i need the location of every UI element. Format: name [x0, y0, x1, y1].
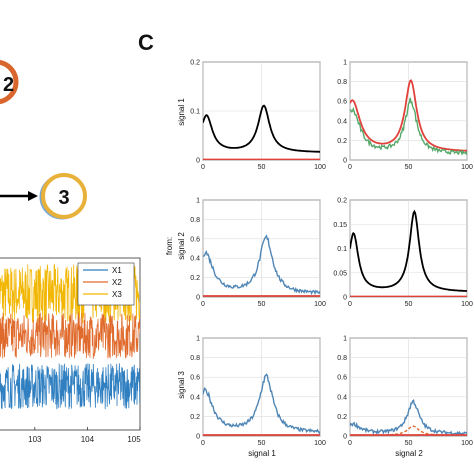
cell-y-tick-label: 0.2	[337, 414, 347, 421]
row-label-signal-1: signal 1	[177, 98, 186, 126]
cell-y-tick-label: 0.4	[190, 394, 200, 401]
cell-y-tick-label: 0	[196, 158, 200, 165]
spectral-cell-r2-c2: 0 50 100 0 0.05 0.1 0.15 0.2	[333, 198, 473, 309]
cell-y-tick-label: 1	[196, 198, 200, 205]
ts-legend-label-x1: X1	[112, 266, 122, 275]
cell-y-tick-label: 0	[343, 434, 347, 441]
cell-x-tick-label: 0	[201, 440, 205, 447]
cell-x-tick-label: 50	[405, 440, 413, 447]
arrow-to-node-3	[0, 191, 38, 201]
node-2-label: 2	[3, 74, 14, 96]
cell-x-tick-label: 100	[461, 301, 473, 308]
cell-y-tick-label: 0	[196, 434, 200, 441]
cell-y-tick-label: 0.05	[333, 270, 347, 277]
cell-x-tick-label: 100	[461, 440, 473, 447]
cell-y-tick-label: 0.2	[337, 198, 347, 205]
arrow-head	[28, 191, 38, 201]
time-series-panel: 103 104 105 X1 X2 X3	[0, 257, 141, 444]
cell-x-tick-label: 100	[314, 440, 326, 447]
cell-y-tick-label: 0.6	[337, 99, 347, 106]
cell-y-tick-label: 0.6	[190, 236, 200, 243]
cell-y-tick-label: 0.2	[337, 138, 347, 145]
cell-series-black	[350, 209, 467, 292]
cell-x-tick-label: 50	[405, 164, 413, 171]
node-3-ring	[41, 173, 87, 219]
ts-legend: X1 X2 X3	[77, 262, 135, 306]
row-label-signal-3: signal 3	[177, 371, 186, 399]
cell-series-black	[203, 104, 320, 153]
cell-y-tick-label: 0	[343, 295, 347, 302]
cell-y-tick-label: 0.1	[337, 246, 347, 253]
row-label-signal-2: signal 2	[177, 232, 186, 260]
cell-series-green	[350, 97, 467, 156]
cell-y-tick-label: 0.8	[337, 79, 347, 86]
spectral-cell-r1-c1: 0 50 100 0 0.1 0.2	[190, 60, 326, 172]
cell-y-tick-label: 0.8	[190, 217, 200, 224]
col-label-signal-1: signal 1	[248, 449, 276, 458]
cell-y-tick-label: 0.4	[337, 394, 347, 401]
cell-x-tick-label: 50	[258, 440, 266, 447]
col-label-signal-2: signal 2	[395, 449, 423, 458]
cell-x-tick-label: 0	[348, 164, 352, 171]
cell-series-red	[350, 79, 467, 152]
cell-x-tick-label: 0	[201, 301, 205, 308]
spectral-cell-r2-c1: 0 50 100 0 0.2 0.4 0.6 0.8 1	[190, 198, 326, 309]
cell-x-tick-label: 0	[348, 301, 352, 308]
ts-legend-label-x3: X3	[112, 290, 122, 299]
ts-legend-box	[77, 262, 135, 306]
cell-y-tick-label: 1	[343, 60, 347, 67]
cell-x-tick-label: 0	[348, 440, 352, 447]
cell-x-tick-label: 50	[258, 164, 266, 171]
spectral-cell-r3-c1: 0 50 100 0 0.2 0.4 0.6 0.8 1	[190, 336, 326, 448]
cell-y-tick-label: 0.4	[190, 256, 200, 263]
spectral-cell-r3-c2: 0 50 100 0 0.2 0.4 0.6 0.8 1	[337, 336, 473, 448]
cell-series-blue	[203, 373, 320, 435]
cell-y-tick-label: 0.8	[190, 355, 200, 362]
cell-y-tick-label: 0.2	[190, 275, 200, 282]
cell-y-tick-label: 0.2	[190, 60, 200, 67]
cell-y-tick-label: 1	[343, 336, 347, 343]
cell-y-tick-label: 0.4	[337, 118, 347, 125]
cell-x-tick-label: 100	[314, 301, 326, 308]
ts-series-x1	[0, 363, 140, 410]
row-label-from: from:	[165, 237, 174, 255]
panel-label-c: C	[138, 30, 154, 55]
cell-y-tick-label: 0.15	[333, 222, 347, 229]
cell-y-tick-label: 1	[196, 336, 200, 343]
cell-y-tick-label: 0	[196, 295, 200, 302]
cell-x-tick-label: 100	[314, 164, 326, 171]
ts-legend-label-x2: X2	[112, 278, 122, 287]
cell-x-tick-label: 0	[201, 164, 205, 171]
node-3-label: 3	[58, 187, 69, 209]
ts-x-tick-label: 103	[28, 435, 42, 444]
cell-y-tick-label: 0.2	[190, 414, 200, 421]
node-2-ring	[0, 59, 19, 105]
cell-series-blue	[350, 398, 467, 436]
ts-series-x2	[0, 312, 140, 359]
cell-y-tick-label: 0.6	[190, 375, 200, 382]
node-2: 2	[0, 59, 19, 105]
ts-x-tick-label: 105	[127, 435, 141, 444]
cell-y-tick-label: 0.6	[337, 375, 347, 382]
node-3: 3	[39, 173, 87, 220]
cell-y-tick-label: 0.8	[337, 355, 347, 362]
cell-y-tick-label: 0.1	[190, 109, 200, 116]
cell-y-tick-label: 0	[343, 158, 347, 165]
ts-x-tick-label: 104	[81, 435, 95, 444]
cell-x-tick-label: 100	[461, 164, 473, 171]
cell-x-tick-label: 50	[258, 301, 266, 308]
cell-series-blue	[203, 234, 320, 296]
cell-x-tick-label: 50	[405, 301, 413, 308]
spectral-cell-r1-c2: 0 50 100 0 0.2 0.4 0.6 0.8 1	[337, 60, 473, 172]
